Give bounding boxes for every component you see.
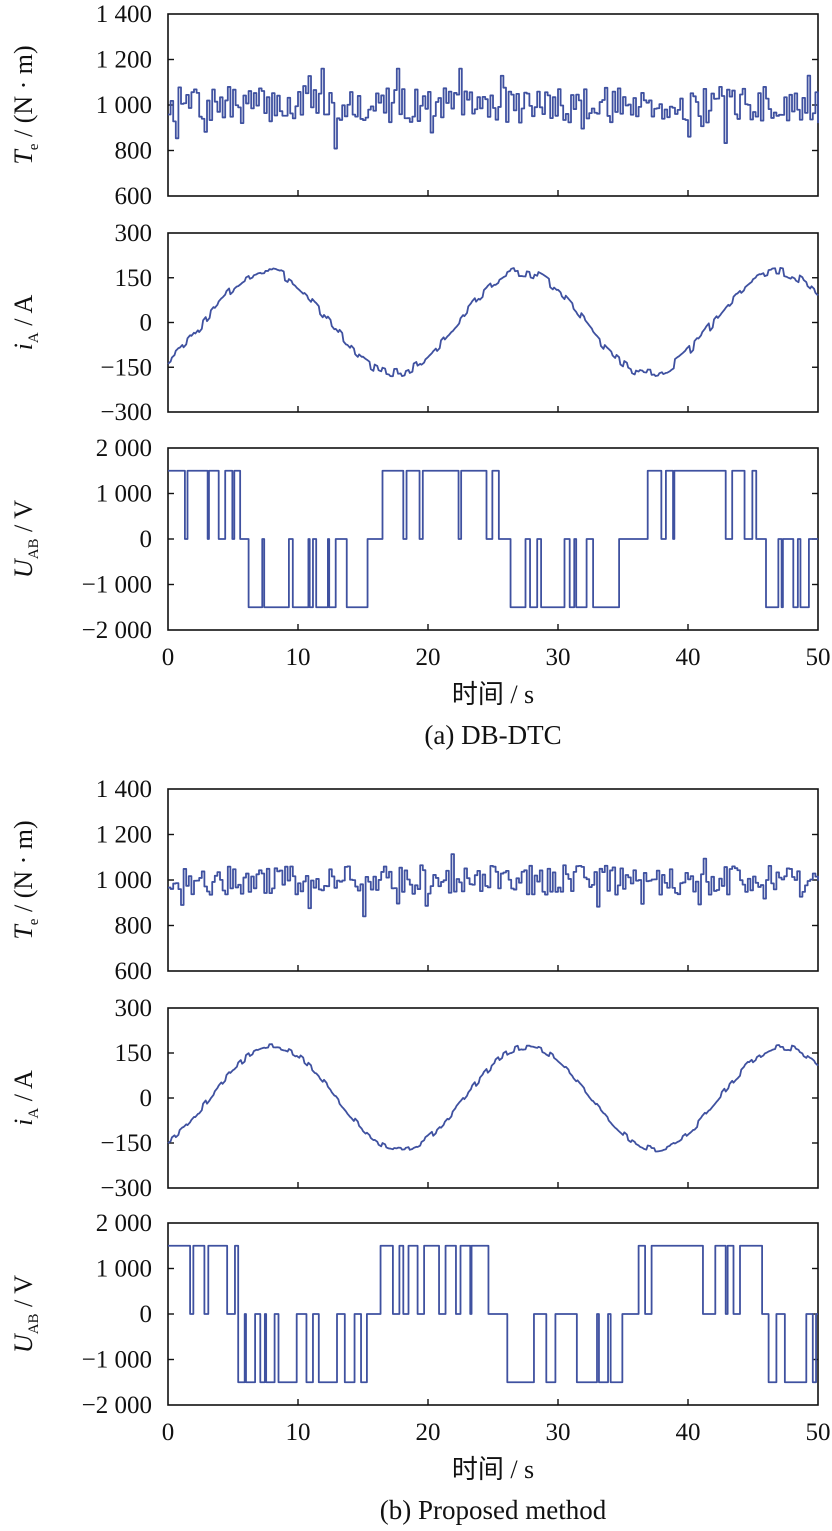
y-label-unit: / A (9, 1070, 38, 1108)
series-line-current (167, 1043, 819, 1153)
x-tick-label: 30 (546, 644, 571, 671)
y-tick-label: −300 (100, 1175, 152, 1202)
panel-current: 300 150 0 −150 −300 iA / A (9, 995, 819, 1202)
y-label-subscript: AB (26, 1313, 42, 1334)
y-tick-label: −1 000 (82, 572, 152, 599)
y-tick-label: 1 000 (96, 92, 152, 119)
y-tick-label: 0 (140, 310, 153, 337)
y-label-symbol: T (9, 149, 38, 165)
y-label-subscript: e (26, 143, 42, 150)
panel-torque: 1 400 1 200 1 000 800 600 Te / (N · m) (9, 1, 819, 210)
y-label-unit: / (N · m) (9, 820, 38, 918)
x-axis-label: 时间 / s (452, 1455, 534, 1484)
y-tick-label: 600 (115, 183, 153, 210)
x-tick-label: 20 (416, 1419, 441, 1446)
y-tick-label: 300 (115, 220, 153, 247)
x-tick-label: 30 (546, 1419, 571, 1446)
y-tick-label: 1 000 (96, 481, 152, 508)
y-label-unit: / V (9, 1275, 38, 1314)
y-tick-label: 0 (140, 1085, 153, 1112)
panel-torque: 1 400 1 200 1 000 800 600 Te / (N · m) (9, 776, 819, 985)
series-line-voltage (167, 469, 819, 609)
series-line-torque (168, 853, 819, 918)
y-tick-label: −300 (100, 399, 152, 426)
y-label-symbol: T (9, 924, 38, 940)
y-label-unit: / (N · m) (9, 45, 38, 143)
y-tick-label: 0 (140, 526, 153, 553)
y-tick-label: 2 000 (96, 435, 152, 462)
y-label-symbol: U (9, 1332, 38, 1353)
panel-voltage: 2 000 1 000 0 −1 000 −2 000 UAB / V (9, 435, 819, 644)
y-tick-label: 1 000 (96, 1256, 152, 1283)
y-label-subscript: e (26, 918, 42, 925)
y-tick-label: 1 200 (96, 822, 152, 849)
x-tick-label: 0 (162, 644, 175, 671)
y-label-subscript: AB (26, 538, 42, 559)
x-tick-label: 0 (162, 1419, 175, 1446)
y-tick-label: 800 (115, 913, 153, 940)
y-tick-label: 2 000 (96, 1210, 152, 1237)
panel-voltage: 2 000 1 000 0 −1 000 −2 000 UAB / V (9, 1210, 819, 1419)
y-label-symbol: i (9, 343, 38, 350)
y-tick-label: −1 000 (82, 1347, 152, 1374)
x-tick-label: 10 (286, 1419, 311, 1446)
y-tick-label: 150 (115, 265, 153, 292)
y-axis-label: Te / (N · m) (9, 820, 42, 939)
y-tick-label: 300 (115, 995, 153, 1022)
chart-caption: (a) DB-DTC (424, 720, 561, 750)
x-tick-label: 40 (676, 644, 701, 671)
series-line-current (167, 267, 819, 378)
series-line-torque (168, 67, 819, 150)
y-axis-label: Te / (N · m) (9, 45, 42, 164)
y-tick-label: −150 (100, 354, 152, 381)
y-axis-label: UAB / V (9, 1275, 42, 1353)
y-tick-label: 800 (115, 138, 153, 165)
y-axis-label: UAB / V (9, 500, 42, 578)
x-tick-label: 50 (806, 644, 831, 671)
y-tick-label: 1 400 (96, 776, 152, 803)
y-tick-label: 600 (115, 958, 153, 985)
y-tick-label: −2 000 (82, 617, 152, 644)
y-label-symbol: U (9, 557, 38, 578)
y-label-symbol: i (9, 1119, 38, 1126)
plot-frame (167, 232, 819, 413)
y-label-unit: / V (9, 500, 38, 539)
y-tick-label: 1 200 (96, 47, 152, 74)
y-axis-label: iA / A (9, 294, 42, 350)
x-tick-label: 40 (676, 1419, 701, 1446)
y-label-unit: / A (9, 294, 38, 332)
y-tick-label: 0 (140, 1301, 153, 1328)
x-tick-label: 10 (286, 644, 311, 671)
y-axis-label: iA / A (9, 1070, 42, 1126)
chart-caption: (b) Proposed method (380, 1495, 607, 1525)
plot-frame (167, 788, 819, 972)
y-label-subscript: A (26, 1108, 42, 1119)
y-tick-label: 1 000 (96, 867, 152, 894)
y-tick-label: 150 (115, 1040, 153, 1067)
y-tick-label: −2 000 (82, 1392, 152, 1419)
x-axis-label: 时间 / s (452, 680, 534, 709)
panel-current: 300 150 0 −150 −300 iA / A (9, 220, 819, 426)
y-label-subscript: A (26, 332, 42, 343)
y-tick-label: −150 (100, 1130, 152, 1157)
x-tick-label: 20 (416, 644, 441, 671)
y-tick-label: 1 400 (96, 1, 152, 28)
series-line-voltage (167, 1244, 819, 1384)
x-tick-label: 50 (806, 1419, 831, 1446)
